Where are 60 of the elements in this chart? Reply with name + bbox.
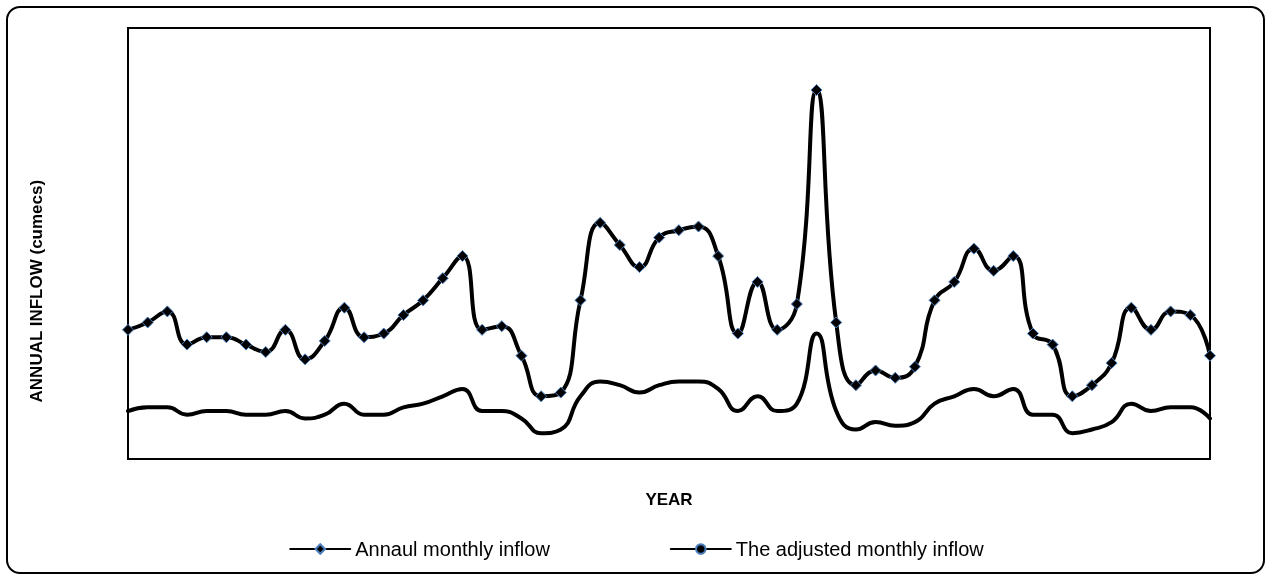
point: [535, 390, 548, 403]
point: [515, 349, 528, 362]
point: [377, 327, 390, 340]
x-axis-title: YEAR: [645, 490, 693, 509]
point: [161, 305, 174, 318]
point: [1026, 327, 1039, 340]
point: [1066, 390, 1079, 403]
legend-label: Annaul monthly inflow: [355, 538, 551, 560]
point: [495, 320, 508, 333]
point: [810, 83, 823, 96]
point: [889, 371, 902, 384]
point: [908, 360, 921, 373]
point: [574, 294, 587, 307]
point: [1164, 305, 1177, 318]
point: [122, 323, 134, 336]
point: [712, 250, 725, 263]
point: [299, 353, 312, 366]
point: [731, 327, 744, 340]
point: [987, 264, 1000, 277]
point: [771, 323, 784, 336]
point: [751, 275, 764, 288]
point: [397, 309, 410, 322]
point: [1144, 323, 1157, 336]
point: [633, 261, 646, 274]
point: [869, 364, 882, 377]
point: [967, 242, 980, 255]
point: [1105, 357, 1118, 370]
point: [790, 298, 803, 311]
point: [613, 238, 626, 251]
point: [318, 334, 331, 347]
point: [1085, 379, 1098, 392]
point: [259, 345, 272, 358]
point: [200, 331, 213, 344]
point: [417, 294, 430, 307]
point: [456, 250, 469, 263]
point: [358, 331, 371, 344]
point: [653, 231, 666, 244]
point: [1046, 338, 1059, 351]
point: [1184, 309, 1197, 322]
point: [476, 323, 489, 336]
point: [436, 272, 449, 285]
point: [554, 386, 567, 399]
point: [692, 220, 705, 233]
point: [1125, 301, 1138, 314]
point: [928, 294, 941, 307]
point: [830, 316, 843, 329]
point: [279, 323, 292, 336]
legend-label: The adjusted monthly inflow: [735, 538, 985, 560]
point: [141, 316, 154, 329]
point: [1204, 349, 1216, 362]
point: [948, 275, 961, 288]
point: [849, 379, 862, 392]
point: [1007, 250, 1020, 263]
point: [240, 338, 253, 351]
point: [338, 301, 351, 314]
point: [672, 224, 685, 237]
y-axis-title: ANNUAL INFLOW (cumecs): [27, 179, 46, 403]
point: [594, 216, 607, 229]
point: [181, 338, 194, 351]
point: [220, 331, 233, 344]
